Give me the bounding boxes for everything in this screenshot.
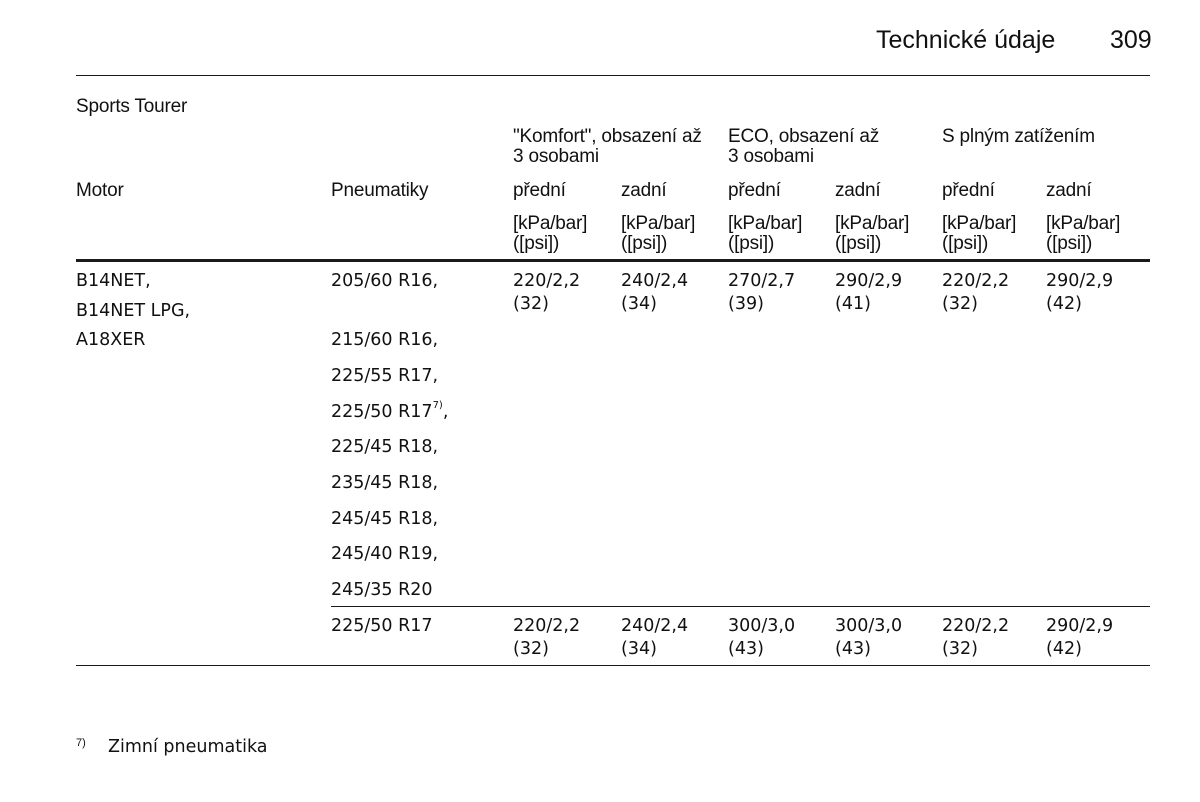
pressure-value: 220/2,2 <box>513 271 581 291</box>
tyre-size-text: 225/50 R17 <box>331 402 433 422</box>
column-header-tyres: Pneumatiky <box>331 180 429 201</box>
unit-label: [kPa/bar] <box>621 213 696 234</box>
tyre-size: 245/40 R19, <box>331 544 439 564</box>
unit-label: [kPa/bar] <box>1046 213 1121 234</box>
unit-label-psi: ([psi]) <box>728 233 775 254</box>
table-header-rule <box>76 259 1150 262</box>
pressure-value: 220/2,2 <box>513 616 581 636</box>
unit-label: [kPa/bar] <box>942 213 1017 234</box>
engine-name: B14NET LPG, <box>76 301 191 321</box>
table-caption: Sports Tourer <box>76 96 188 117</box>
unit-label-psi: ([psi]) <box>621 233 668 254</box>
pressure-value: 290/2,9 <box>1046 271 1114 291</box>
tyre-size-comma: , <box>442 402 449 422</box>
pressure-psi: (43) <box>728 639 764 659</box>
pressure-value: 290/2,9 <box>1046 616 1114 636</box>
pressure-psi: (42) <box>1046 639 1082 659</box>
pressure-value: 240/2,4 <box>621 616 689 636</box>
unit-label: [kPa/bar] <box>728 213 803 234</box>
pressure-psi: (43) <box>835 639 871 659</box>
pressure-psi: (32) <box>513 294 549 314</box>
pressure-psi: (41) <box>835 294 871 314</box>
tyre-size: 205/60 R16, <box>331 271 439 291</box>
subheader-rear: zadní <box>835 180 881 201</box>
pressure-value: 270/2,7 <box>728 271 796 291</box>
pressure-value: 220/2,2 <box>942 271 1010 291</box>
pressure-value: 220/2,2 <box>942 616 1010 636</box>
tyre-size: 235/45 R18, <box>331 473 439 493</box>
footnote-mark: 7) <box>76 737 86 749</box>
unit-label-psi: ([psi]) <box>942 233 989 254</box>
unit-label-psi: ([psi]) <box>513 233 560 254</box>
unit-label: [kPa/bar] <box>513 213 588 234</box>
pressure-value: 290/2,9 <box>835 271 903 291</box>
pressure-psi: (32) <box>942 639 978 659</box>
pressure-psi: (32) <box>942 294 978 314</box>
pressure-psi: (34) <box>621 294 657 314</box>
column-header-motor: Motor <box>76 180 124 201</box>
subheader-rear: zadní <box>1046 180 1092 201</box>
pressure-psi: (34) <box>621 639 657 659</box>
subheader-front: přední <box>942 180 995 201</box>
group-header-full-load: S plným zatížením <box>942 126 1095 147</box>
subheader-rear: zadní <box>621 180 667 201</box>
group-header-komfort-line2: 3 osobami <box>513 146 599 167</box>
tyre-size-winter: 225/50 R177), <box>331 401 448 423</box>
footnote-text: Zimní pneumatika <box>108 737 268 757</box>
pressure-psi: (39) <box>728 294 764 314</box>
group-header-eco-line2: 3 osobami <box>728 146 814 167</box>
pressure-value: 300/3,0 <box>728 616 796 636</box>
engine-name: B14NET, <box>76 271 151 291</box>
tyre-size: 245/35 R20 <box>331 580 433 600</box>
tyre-size: 215/60 R16, <box>331 330 439 350</box>
table-bottom-rule <box>76 665 1150 666</box>
tyre-size: 245/45 R18, <box>331 509 439 529</box>
tyre-size: 225/50 R17 <box>331 616 433 636</box>
tyre-size: 225/55 R17, <box>331 366 439 386</box>
subheader-front: přední <box>513 180 566 201</box>
tyre-size: 225/45 R18, <box>331 437 439 457</box>
engine-name: A18XER <box>76 330 146 350</box>
pressure-psi: (42) <box>1046 294 1082 314</box>
unit-label-psi: ([psi]) <box>835 233 882 254</box>
unit-label: [kPa/bar] <box>835 213 910 234</box>
pressure-value: 300/3,0 <box>835 616 903 636</box>
page-number: 309 <box>1110 26 1152 54</box>
subheader-front: přední <box>728 180 781 201</box>
unit-label-psi: ([psi]) <box>1046 233 1093 254</box>
pressure-psi: (32) <box>513 639 549 659</box>
page-title: Technické údaje <box>876 26 1056 54</box>
group-header-komfort-line1: "Komfort", obsazení až <box>513 126 702 147</box>
row-divider <box>331 606 1150 607</box>
header-rule <box>76 75 1150 76</box>
footnote-reference: 7) <box>432 400 443 412</box>
pressure-value: 240/2,4 <box>621 271 689 291</box>
group-header-eco-line1: ECO, obsazení až <box>728 126 879 147</box>
